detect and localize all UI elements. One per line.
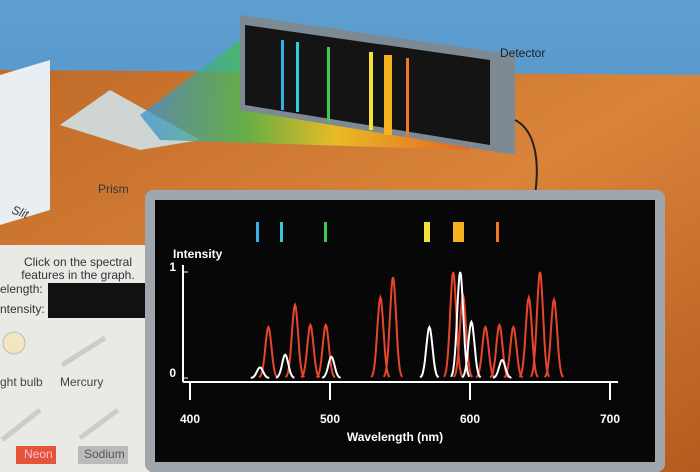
x-axis-label: Wavelength (nm)	[347, 430, 443, 444]
spectral-peak	[518, 294, 539, 378]
detector-lines	[281, 40, 409, 138]
detector-window	[245, 25, 490, 145]
spectral-peak	[419, 324, 440, 379]
prism-label: Prism	[98, 182, 129, 196]
x-tick-label: 400	[180, 412, 200, 426]
spectral-peak	[492, 358, 512, 379]
spectral-peak	[275, 353, 295, 379]
graph-area	[155, 200, 655, 462]
y-tick-label: 1	[169, 260, 176, 274]
sodium-icon[interactable]	[78, 407, 120, 441]
slit-panel	[0, 60, 50, 225]
source-label[interactable]: Mercury	[60, 375, 103, 389]
detector-label: Detector	[500, 46, 545, 60]
spectral-peak	[544, 296, 564, 378]
mercury-icon[interactable]	[60, 335, 107, 368]
source-label[interactable]: Sodium	[84, 447, 125, 461]
spectral-peak	[250, 366, 270, 379]
spectral-peak	[529, 271, 551, 378]
x-tick-label: 500	[320, 412, 340, 426]
slit-label: Slit	[10, 203, 31, 222]
spectral-peak	[321, 355, 341, 379]
spectral-peak	[300, 322, 321, 379]
spectral-peak	[461, 319, 482, 379]
spectral-peak	[443, 271, 464, 378]
instructions: Click on the spectral features in the gr…	[21, 255, 135, 282]
source-label[interactable]: ght bulb	[0, 375, 43, 389]
readout	[48, 283, 145, 318]
sodium-button[interactable]	[78, 446, 128, 464]
spectral-peak	[315, 322, 336, 379]
cable	[514, 119, 538, 196]
y-tick-label: 0	[169, 366, 176, 380]
neon-button[interactable]	[16, 446, 56, 464]
bulb-icon[interactable]	[2, 331, 26, 355]
wavelength-label: elength:	[0, 282, 43, 296]
intensity-label: ntensity:	[0, 302, 45, 316]
spectral-peak	[382, 277, 404, 378]
neon-icon[interactable]	[0, 408, 42, 442]
graph-top-lines	[256, 222, 499, 242]
x-tick-label: 700	[600, 412, 620, 426]
spectral-peak	[475, 324, 496, 379]
x-tick-label: 600	[460, 412, 480, 426]
source-label[interactable]: Neon	[24, 447, 53, 461]
y-axis-label: Intensity	[173, 247, 223, 261]
